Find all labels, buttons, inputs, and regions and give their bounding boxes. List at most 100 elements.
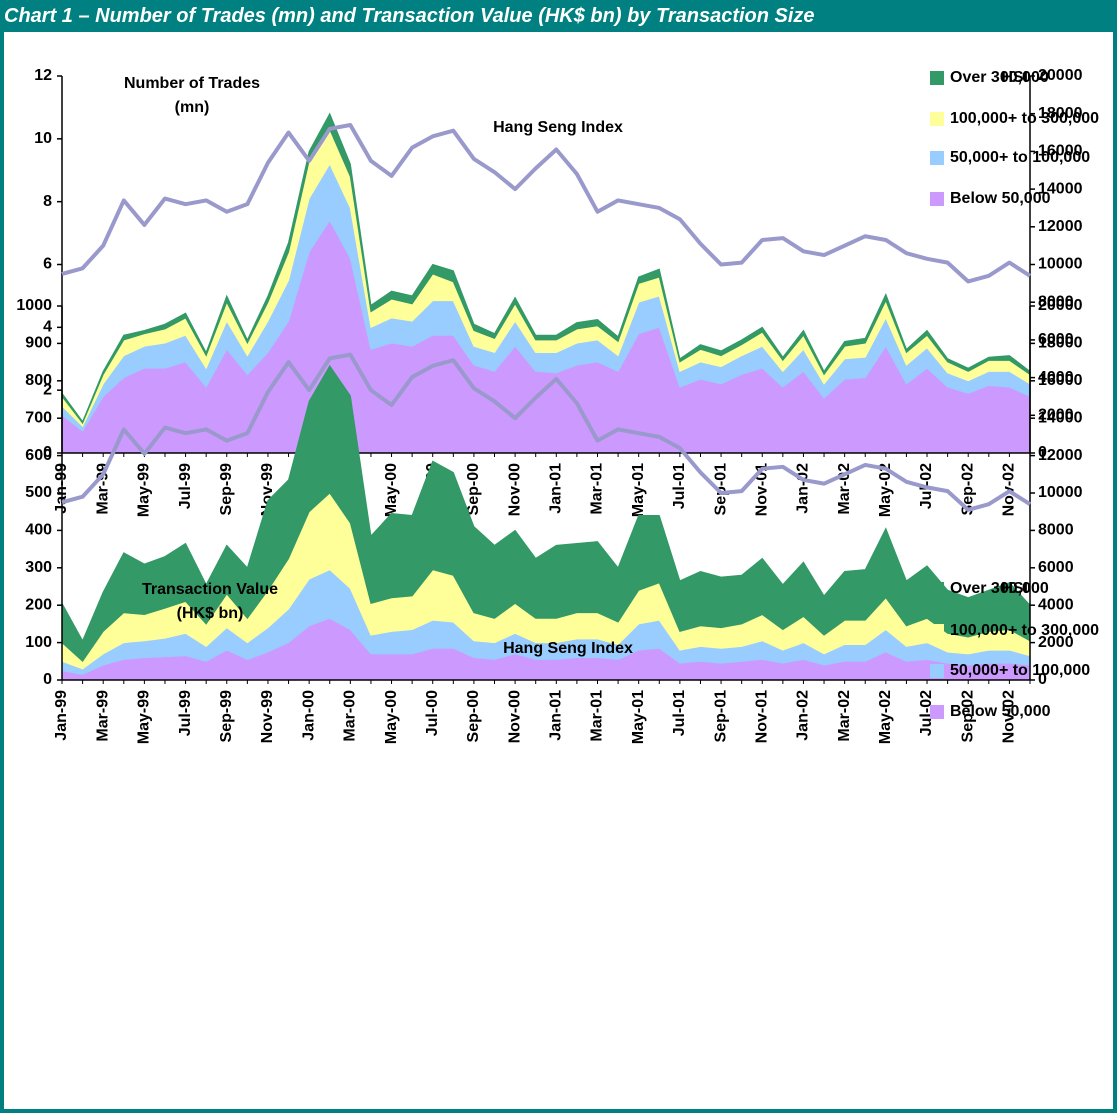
y2-tick-label: 14000 [1038, 409, 1083, 426]
x-tick-label: Jul-01 [671, 690, 688, 736]
y2-tick-label: 18000 [1038, 335, 1083, 352]
x-tick-label: Jan-02 [795, 463, 812, 514]
x-tick-label: Sep-01 [712, 463, 729, 516]
x-tick-label: Jan-01 [548, 690, 565, 741]
hsi-line [61, 352, 1032, 512]
y2-tick-label: 16000 [1038, 372, 1083, 389]
x-tick-label: Sep-01 [712, 690, 729, 743]
x-tick-label: Sep-02 [959, 690, 976, 743]
y-tick-label: 1000 [16, 297, 52, 314]
x-tick-label: Mar-99 [94, 463, 111, 515]
legend-swatch [930, 624, 944, 638]
y-tick-label: 8 [43, 193, 52, 210]
legend-swatch [930, 664, 944, 678]
x-tick-label: Mar-01 [589, 690, 606, 742]
y-tick-label: 700 [25, 409, 52, 426]
y2-tick-label: 8000 [1038, 522, 1074, 539]
y2-tick-label: 4000 [1038, 596, 1074, 613]
y2-tick-label: 20000 [1038, 297, 1083, 314]
legend-label: 100,000+ to 300,000 [950, 110, 1099, 127]
y-tick-label: 600 [25, 447, 52, 464]
y-tick-label: 12 [34, 67, 52, 84]
x-tick-label: Sep-02 [959, 463, 976, 516]
y-tick-label: 0 [43, 671, 52, 688]
legend-label: 50,000+ to 100,000 [950, 149, 1090, 166]
x-tick-label: Jul-99 [177, 463, 194, 509]
y2-tick-label: 12000 [1038, 447, 1083, 464]
x-tick-label: Jan-99 [53, 690, 70, 741]
legend-swatch [930, 112, 944, 126]
x-tick-label: Sep-99 [218, 463, 235, 516]
legend-label: 100,000+ to 300,000 [950, 622, 1099, 639]
x-tick-label: Nov-00 [506, 463, 523, 516]
legend-swatch [930, 151, 944, 165]
x-tick-label: Nov-01 [753, 690, 770, 743]
y-tick-label: 10 [34, 130, 52, 147]
y2-axis-label: HSI [1001, 69, 1028, 86]
y2-tick-label: 10000 [1038, 256, 1083, 273]
chart-title: Chart 1 – Number of Trades (mn) and Tran… [0, 0, 1117, 32]
y2-tick-label: 2000 [1038, 407, 1074, 424]
y2-tick-label: 8000 [1038, 293, 1074, 310]
y2-tick-label: 0 [1038, 444, 1047, 461]
y-axis-label: Transaction Value [142, 581, 278, 598]
x-tick-label: Nov-00 [506, 690, 523, 743]
x-tick-label: May-99 [136, 690, 153, 744]
y-tick-label: 4 [43, 319, 52, 336]
x-tick-label: May-02 [877, 463, 894, 517]
y2-tick-label: 0 [1038, 671, 1047, 688]
x-tick-label: Jan-00 [300, 690, 317, 741]
x-tick-label: Sep-99 [218, 690, 235, 743]
x-tick-label: May-00 [383, 463, 400, 517]
y-tick-label: 800 [25, 372, 52, 389]
y-tick-label: 500 [25, 484, 52, 501]
line-label: Hang Seng Index [493, 119, 623, 136]
y2-tick-label: 4000 [1038, 369, 1074, 386]
x-tick-label: Jan-01 [548, 463, 565, 514]
y2-tick-label: 20000 [1038, 67, 1083, 84]
legend-label: Over 300,000 [950, 580, 1049, 597]
x-tick-label: Mar-99 [94, 690, 111, 742]
legend-label: Below 50,000 [950, 190, 1051, 207]
x-tick-label: May-99 [136, 463, 153, 517]
hsi-line [61, 123, 1032, 284]
legend-label: 50,000+ to 100,000 [950, 662, 1090, 679]
legend-swatch [930, 705, 944, 719]
y-tick-label: 900 [25, 335, 52, 352]
y2-tick-label: 16000 [1038, 143, 1083, 160]
y-tick-label: 0 [43, 444, 52, 461]
x-tick-label: May-02 [877, 690, 894, 744]
legend-swatch [930, 192, 944, 206]
y-tick-label: 400 [25, 522, 52, 539]
y2-tick-label: 14000 [1038, 180, 1083, 197]
y2-axis-label: HSI [1001, 580, 1028, 597]
x-tick-label: Jul-00 [424, 690, 441, 736]
y2-tick-label: 6000 [1038, 559, 1074, 576]
x-tick-label: Mar-01 [589, 463, 606, 515]
y2-tick-label: 10000 [1038, 484, 1083, 501]
x-tick-label: Sep-00 [465, 690, 482, 743]
y-tick-label: 300 [25, 559, 52, 576]
x-tick-label: May-01 [630, 463, 647, 517]
y2-tick-label: 2000 [1038, 634, 1074, 651]
y-tick-label: 100 [25, 634, 52, 651]
x-tick-label: Jan-02 [795, 690, 812, 741]
x-tick-label: Nov-99 [259, 690, 276, 743]
legend-swatch [930, 582, 944, 596]
x-tick-label: Jul-99 [177, 690, 194, 736]
legend-swatch [930, 71, 944, 85]
y2-tick-label: 12000 [1038, 218, 1083, 235]
x-tick-label: Mar-00 [342, 690, 359, 742]
y2-tick-label: 6000 [1038, 331, 1074, 348]
y2-tick-label: 18000 [1038, 105, 1083, 122]
x-tick-label: May-00 [383, 690, 400, 744]
x-tick-label: Mar-02 [836, 690, 853, 742]
x-tick-label: Sep-00 [465, 463, 482, 516]
y-tick-label: 2 [43, 381, 52, 398]
y-axis-label: (HK$ bn) [177, 605, 244, 622]
x-tick-label: May-01 [630, 690, 647, 744]
legend-label: Below 50,000 [950, 703, 1051, 720]
